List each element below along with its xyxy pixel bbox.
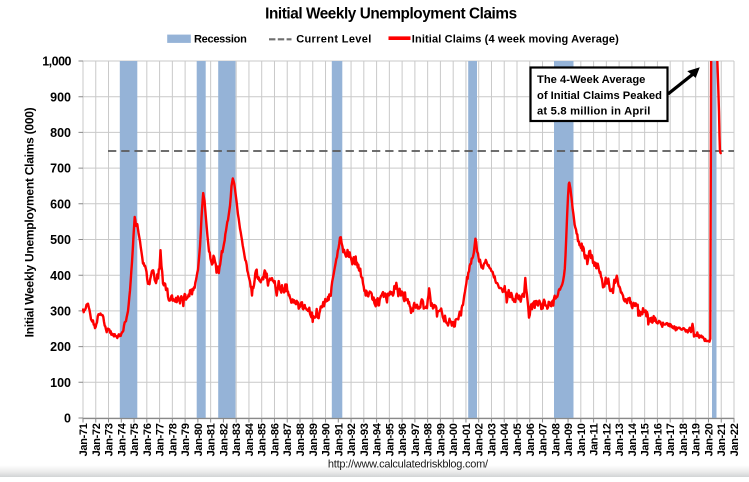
svg-text:Jan-96: Jan-96 [397, 423, 409, 456]
svg-text:Recession: Recession [194, 33, 247, 45]
svg-text:Jan-11: Jan-11 [589, 423, 601, 455]
svg-text:900: 900 [50, 90, 71, 104]
svg-text:Jan-17: Jan-17 [665, 423, 677, 456]
svg-text:Jan-78: Jan-78 [167, 423, 179, 456]
svg-text:Jan-22: Jan-22 [729, 423, 741, 456]
svg-text:800: 800 [50, 126, 71, 140]
svg-text:Jan-05: Jan-05 [512, 423, 524, 456]
svg-text:Jan-77: Jan-77 [155, 423, 167, 456]
svg-text:Jan-86: Jan-86 [269, 423, 281, 456]
svg-text:Jan-00: Jan-00 [448, 423, 460, 456]
svg-text:Jan-92: Jan-92 [346, 423, 358, 456]
svg-text:Jan-89: Jan-89 [308, 423, 320, 456]
svg-text:Jan-91: Jan-91 [333, 423, 345, 456]
svg-text:Jan-94: Jan-94 [372, 422, 384, 456]
svg-text:Initial Weekly Unemployment Cl: Initial Weekly Unemployment Claims [265, 6, 517, 23]
svg-text:Jan-99: Jan-99 [435, 423, 447, 456]
svg-text:Initial Weekly Unemployment Cl: Initial Weekly Unemployment Claims (000) [23, 107, 37, 337]
svg-text:Jan-85: Jan-85 [257, 423, 269, 456]
svg-text:Jan-74: Jan-74 [116, 422, 128, 456]
svg-text:Jan-07: Jan-07 [538, 423, 550, 456]
svg-text:Jan-90: Jan-90 [321, 423, 333, 456]
svg-text:500: 500 [50, 233, 71, 247]
svg-text:Initial Claims (4 week moving: Initial Claims (4 week moving Average) [412, 33, 619, 45]
svg-text:Jan-87: Jan-87 [282, 423, 294, 456]
svg-text:Jan-18: Jan-18 [678, 423, 690, 456]
svg-text:Jan-80: Jan-80 [193, 423, 205, 456]
svg-text:Jan-04: Jan-04 [499, 422, 511, 456]
svg-text:Jan-88: Jan-88 [295, 423, 307, 456]
svg-text:Jan-71: Jan-71 [78, 423, 90, 456]
svg-text:Jan-84: Jan-84 [244, 422, 256, 456]
svg-text:Jan-97: Jan-97 [410, 423, 422, 456]
svg-text:Current Level: Current Level [296, 33, 371, 45]
svg-text:Jan-21: Jan-21 [716, 423, 728, 456]
svg-text:Jan-10: Jan-10 [576, 423, 588, 456]
svg-text:Jan-08: Jan-08 [550, 423, 562, 456]
svg-text:0: 0 [64, 412, 71, 426]
svg-text:Jan-82: Jan-82 [218, 423, 230, 456]
svg-text:Jan-14: Jan-14 [627, 422, 639, 456]
svg-text:The 4-Week Average: The 4-Week Average [537, 74, 645, 86]
svg-text:Jan-13: Jan-13 [614, 423, 626, 456]
svg-text:Jan-93: Jan-93 [359, 423, 371, 456]
svg-text:200: 200 [50, 340, 71, 354]
svg-text:Jan-81: Jan-81 [206, 423, 218, 456]
svg-text:Jan-03: Jan-03 [486, 423, 498, 456]
svg-text:http://www.calculatedriskblog.: http://www.calculatedriskblog.com/ [328, 459, 489, 471]
svg-text:300: 300 [50, 305, 71, 319]
svg-text:600: 600 [50, 197, 71, 211]
svg-text:100: 100 [50, 376, 71, 390]
svg-text:Jan-16: Jan-16 [652, 423, 664, 456]
svg-text:Jan-20: Jan-20 [703, 423, 715, 456]
svg-text:at 5.8 million in April: at 5.8 million in April [537, 106, 651, 118]
svg-text:Jan-75: Jan-75 [129, 423, 141, 456]
svg-text:Jan-19: Jan-19 [691, 423, 703, 456]
svg-text:Jan-98: Jan-98 [423, 423, 435, 456]
svg-text:1,000: 1,000 [42, 55, 71, 69]
svg-text:Jan-79: Jan-79 [180, 423, 192, 456]
svg-text:Jan-15: Jan-15 [640, 423, 652, 456]
svg-text:Jan-01: Jan-01 [461, 423, 473, 456]
svg-text:Jan-83: Jan-83 [231, 423, 243, 456]
svg-text:Jan-76: Jan-76 [142, 423, 154, 456]
svg-text:Jan-06: Jan-06 [525, 423, 537, 456]
svg-text:Jan-02: Jan-02 [474, 423, 486, 456]
svg-text:700: 700 [50, 162, 71, 176]
svg-text:Jan-73: Jan-73 [104, 423, 116, 456]
svg-text:of Initial Claims Peaked: of Initial Claims Peaked [537, 90, 662, 102]
svg-text:Jan-95: Jan-95 [384, 423, 396, 456]
svg-text:400: 400 [50, 269, 71, 283]
svg-text:Jan-72: Jan-72 [91, 423, 103, 456]
svg-text:Jan-09: Jan-09 [563, 423, 575, 456]
svg-text:Jan-12: Jan-12 [601, 423, 613, 456]
